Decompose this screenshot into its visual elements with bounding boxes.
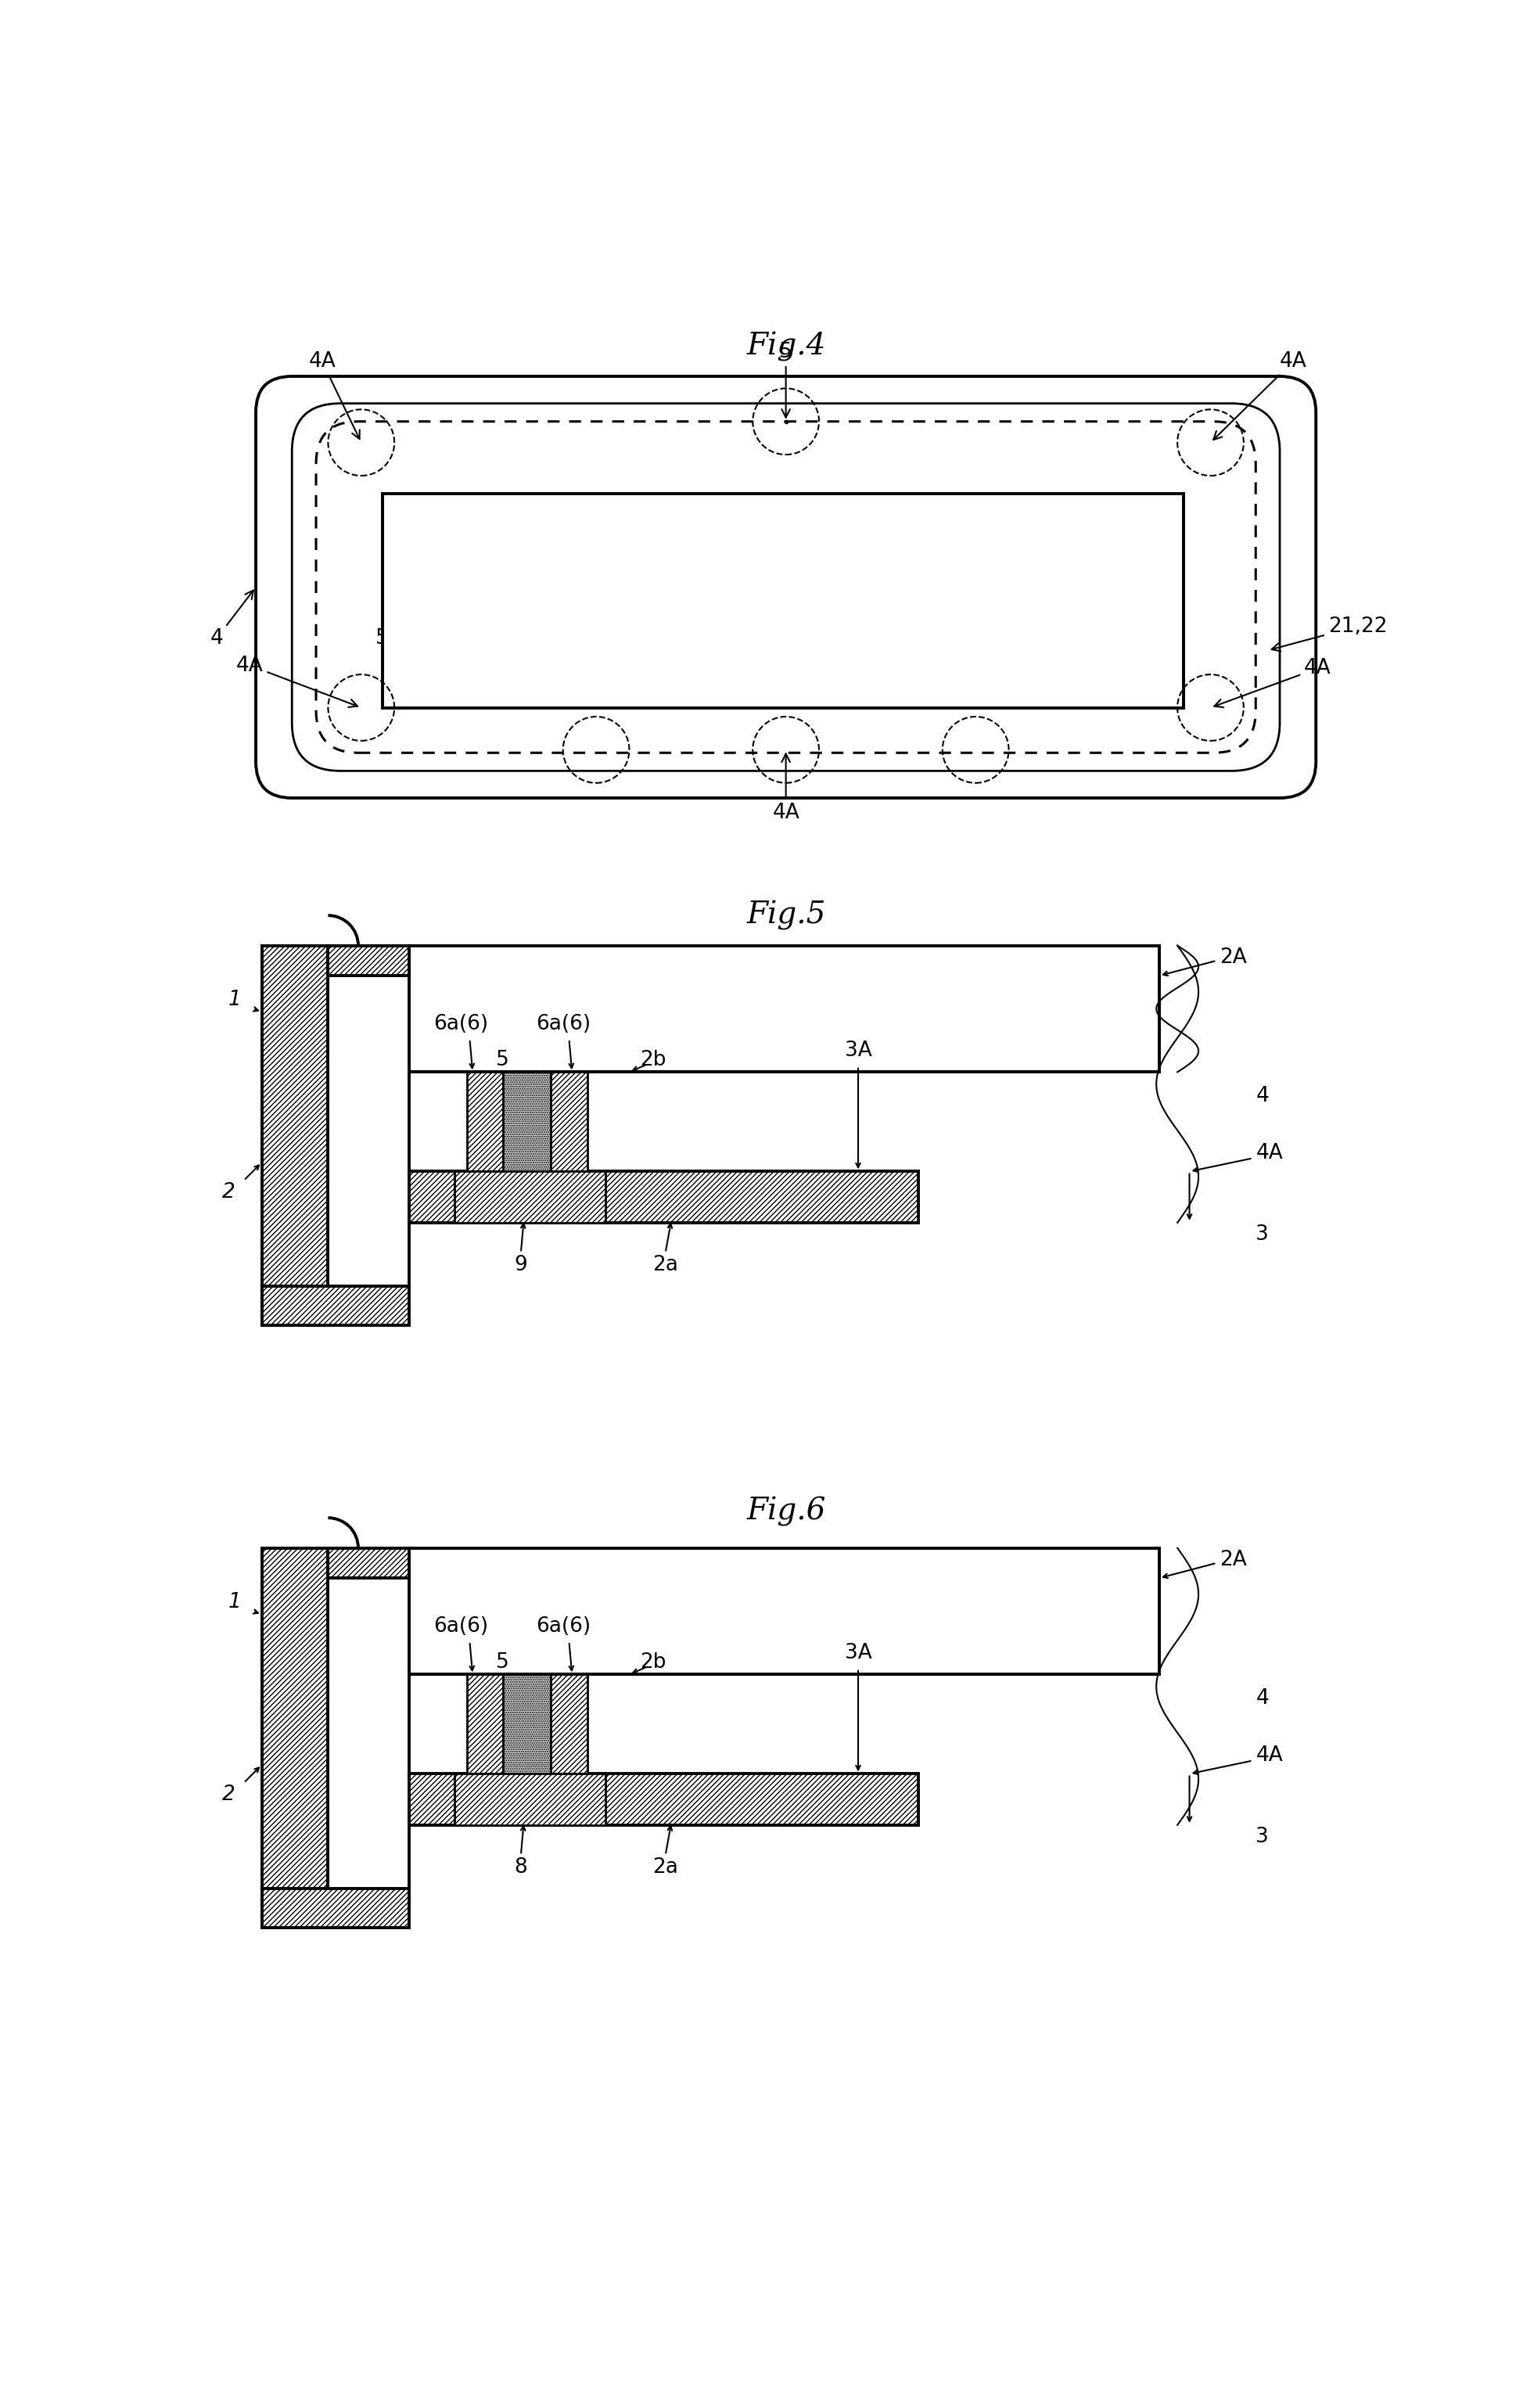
Text: 6a(6): 6a(6) (535, 1014, 591, 1033)
Text: 4: 4 (1256, 1688, 1269, 1710)
Text: 4A: 4A (1215, 657, 1332, 708)
Text: 21,22: 21,22 (1272, 616, 1387, 650)
Text: 4A: 4A (772, 754, 799, 824)
Text: 5: 5 (1045, 585, 1120, 643)
Text: Fig.5: Fig.5 (747, 901, 825, 929)
Text: 4A: 4A (1256, 1144, 1282, 1163)
Bar (328, 1548, 410, 1577)
Text: 1: 1 (229, 1592, 241, 1613)
Text: 2a: 2a (652, 1857, 678, 1878)
Bar (551, 1072, 588, 1170)
Text: 4: 4 (1256, 1086, 1269, 1105)
Text: 6a(6): 6a(6) (433, 1616, 488, 1637)
Text: 4A: 4A (1213, 352, 1307, 441)
Text: 4A: 4A (236, 655, 357, 708)
FancyBboxPatch shape (291, 405, 1279, 771)
Bar (328, 1775, 919, 1825)
Bar (262, 1548, 328, 1926)
Text: 4: 4 (210, 590, 253, 648)
Bar (503, 1674, 551, 1775)
Text: 1: 1 (229, 990, 241, 1009)
Text: 3A: 3A (845, 1040, 871, 1062)
Text: 9: 9 (514, 1255, 528, 1274)
Text: 5: 5 (495, 1050, 509, 1069)
Text: 2b: 2b (640, 1050, 666, 1069)
Text: 2A: 2A (1220, 1551, 1247, 1570)
Bar (262, 946, 328, 1324)
Text: 2: 2 (222, 1182, 235, 1202)
Bar (466, 1072, 503, 1170)
Text: 4A: 4A (345, 1900, 371, 1919)
Text: 5: 5 (376, 628, 428, 684)
Text: 6a(6): 6a(6) (535, 1616, 591, 1637)
Bar (328, 946, 410, 975)
Text: 5: 5 (495, 1652, 509, 1674)
Bar (410, 946, 1160, 1072)
Text: 2A: 2A (1220, 946, 1247, 968)
Bar (328, 975, 410, 1288)
Bar (503, 1072, 551, 1170)
Text: Fig.4: Fig.4 (747, 332, 825, 361)
FancyBboxPatch shape (256, 376, 1316, 797)
Text: 2b: 2b (640, 1652, 666, 1674)
Bar (410, 1548, 1160, 1674)
Bar (466, 1674, 503, 1775)
Bar (551, 1674, 588, 1775)
Text: 3: 3 (1256, 1828, 1269, 1847)
Text: 2: 2 (222, 1784, 235, 1806)
Bar (454, 1775, 606, 1825)
Bar (454, 1170, 606, 1223)
Bar (328, 1170, 919, 1223)
Bar (262, 1888, 410, 1926)
Text: 8: 8 (514, 1857, 528, 1878)
Text: Fig.6: Fig.6 (747, 1498, 825, 1527)
Bar (382, 494, 1183, 708)
Text: 3A: 3A (845, 1642, 871, 1664)
Text: 5: 5 (779, 342, 793, 417)
Text: 6a(6): 6a(6) (578, 628, 632, 648)
Text: 2a: 2a (652, 1255, 678, 1274)
Text: 4A: 4A (1256, 1746, 1282, 1765)
Bar (328, 1577, 410, 1890)
Bar (262, 1286, 410, 1324)
Text: 4A: 4A (308, 352, 359, 438)
Text: 3: 3 (1256, 1226, 1269, 1245)
Text: 4A: 4A (345, 1298, 371, 1317)
Text: 6a(6): 6a(6) (433, 1014, 488, 1033)
